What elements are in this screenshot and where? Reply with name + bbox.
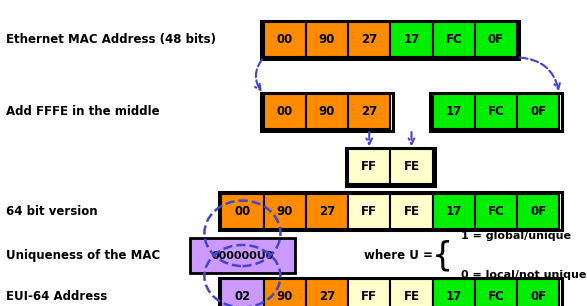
Bar bbox=[475, 279, 517, 306]
Text: Add FFFE in the middle: Add FFFE in the middle bbox=[6, 105, 160, 118]
Bar bbox=[306, 94, 348, 129]
Bar bbox=[433, 22, 475, 58]
Bar bbox=[346, 148, 435, 185]
Text: FC: FC bbox=[488, 105, 504, 118]
Bar bbox=[390, 22, 433, 58]
Text: 00: 00 bbox=[276, 105, 293, 118]
Text: 90: 90 bbox=[276, 205, 293, 218]
Bar bbox=[475, 194, 517, 229]
Text: 27: 27 bbox=[361, 33, 377, 46]
Text: {: { bbox=[431, 239, 453, 272]
Bar bbox=[221, 194, 264, 229]
Text: 64 bit version: 64 bit version bbox=[6, 205, 97, 218]
Bar bbox=[221, 279, 264, 306]
Text: 17: 17 bbox=[446, 205, 462, 218]
Text: Ethernet MAC Address (48 bits): Ethernet MAC Address (48 bits) bbox=[6, 33, 216, 46]
Bar bbox=[430, 93, 562, 130]
Bar bbox=[348, 194, 390, 229]
Text: FF: FF bbox=[361, 160, 377, 173]
Bar bbox=[306, 22, 348, 58]
Bar bbox=[190, 238, 295, 273]
Text: 000000U0: 000000U0 bbox=[211, 251, 274, 260]
Text: 27: 27 bbox=[361, 105, 377, 118]
Bar bbox=[219, 278, 562, 306]
Bar bbox=[264, 194, 306, 229]
Bar bbox=[475, 22, 517, 58]
Text: 90: 90 bbox=[319, 33, 335, 46]
Text: 27: 27 bbox=[319, 205, 335, 218]
Bar bbox=[390, 279, 433, 306]
Text: 17: 17 bbox=[403, 33, 420, 46]
Text: 27: 27 bbox=[319, 290, 335, 303]
Bar bbox=[264, 22, 306, 58]
Text: 0 = local/not unique: 0 = local/not unique bbox=[461, 271, 586, 280]
Text: 00: 00 bbox=[234, 205, 251, 218]
Bar bbox=[261, 21, 519, 58]
Text: 0F: 0F bbox=[530, 205, 546, 218]
Text: 17: 17 bbox=[446, 105, 462, 118]
Text: FE: FE bbox=[403, 205, 420, 218]
Text: 1 = global/unique: 1 = global/unique bbox=[461, 231, 571, 241]
Text: FE: FE bbox=[403, 160, 420, 173]
Bar bbox=[475, 94, 517, 129]
Bar bbox=[433, 194, 475, 229]
Text: FC: FC bbox=[488, 290, 504, 303]
Bar bbox=[348, 149, 390, 184]
Text: 02: 02 bbox=[234, 290, 251, 303]
Bar bbox=[517, 279, 559, 306]
Bar bbox=[433, 279, 475, 306]
Text: FF: FF bbox=[361, 290, 377, 303]
Text: U = 1: U = 1 bbox=[225, 280, 260, 293]
Bar bbox=[261, 93, 393, 130]
Bar bbox=[348, 94, 390, 129]
Bar bbox=[306, 194, 348, 229]
Bar bbox=[264, 279, 306, 306]
Text: 00: 00 bbox=[276, 33, 293, 46]
Text: FE: FE bbox=[403, 290, 420, 303]
Bar bbox=[219, 192, 562, 230]
Bar bbox=[348, 279, 390, 306]
Text: EUI-64 Address: EUI-64 Address bbox=[6, 290, 107, 303]
Text: FC: FC bbox=[488, 205, 504, 218]
Bar bbox=[390, 194, 433, 229]
Bar bbox=[264, 94, 306, 129]
Bar bbox=[390, 149, 433, 184]
Text: 0F: 0F bbox=[530, 290, 546, 303]
Bar bbox=[348, 22, 390, 58]
Text: 0F: 0F bbox=[530, 105, 546, 118]
Text: FC: FC bbox=[446, 33, 462, 46]
Text: Uniqueness of the MAC: Uniqueness of the MAC bbox=[6, 249, 160, 262]
Bar bbox=[433, 94, 475, 129]
Text: 17: 17 bbox=[446, 290, 462, 303]
Text: 90: 90 bbox=[276, 290, 293, 303]
Bar bbox=[306, 279, 348, 306]
Bar bbox=[517, 194, 559, 229]
Bar bbox=[517, 94, 559, 129]
Text: 90: 90 bbox=[319, 105, 335, 118]
Text: FF: FF bbox=[361, 205, 377, 218]
Text: 0F: 0F bbox=[488, 33, 504, 46]
Text: where U =: where U = bbox=[364, 249, 433, 262]
